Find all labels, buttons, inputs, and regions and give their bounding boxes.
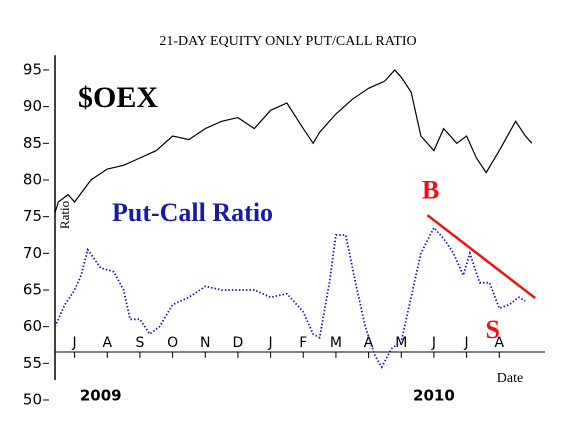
- x-tick-label: S: [135, 335, 144, 351]
- x-tick-label: J: [431, 335, 436, 351]
- x-axis-label: Date: [497, 371, 523, 386]
- series-line: [54, 226, 526, 369]
- y-axis-label: Ratio: [57, 201, 72, 229]
- y-tick-label: 90: [23, 97, 42, 115]
- x-tick-label: M: [395, 335, 407, 351]
- x-tick-label: O: [167, 335, 178, 351]
- y-tick-label: 65: [23, 280, 42, 298]
- series-line: [54, 69, 533, 214]
- x-tick-label: A: [494, 335, 504, 351]
- x-tick-label: J: [72, 335, 77, 351]
- x-tick-label: J: [464, 335, 469, 351]
- chart-title: 21-DAY EQUITY ONLY PUT/CALL RATIO: [159, 34, 416, 49]
- y-tick-label: 50: [23, 391, 42, 409]
- y-tick-label: 80: [23, 170, 42, 188]
- year-label: 2010: [413, 387, 455, 405]
- y-tick-label: 70: [23, 244, 42, 262]
- x-tick-label: F: [299, 335, 307, 351]
- year-label: 2009: [80, 387, 122, 405]
- y-tick-label: 75: [23, 207, 42, 225]
- annotation: S: [485, 315, 499, 344]
- series-label: $OEX: [78, 81, 158, 114]
- y-tick-label: 60: [23, 317, 42, 335]
- x-tick-label: J: [268, 335, 273, 351]
- x-tick-label: M: [330, 335, 342, 351]
- y-tick-label: 95: [23, 60, 42, 78]
- x-tick-label: A: [102, 335, 112, 351]
- x-tick-label: A: [364, 335, 374, 351]
- y-tick-label: 55: [23, 354, 42, 372]
- x-tick-label: D: [233, 335, 244, 351]
- trendline: [426, 214, 536, 300]
- y-tick-label: 85: [23, 134, 42, 152]
- x-tick-label: N: [200, 335, 210, 351]
- annotation: B: [422, 175, 439, 204]
- series-label: Put-Call Ratio: [112, 198, 273, 227]
